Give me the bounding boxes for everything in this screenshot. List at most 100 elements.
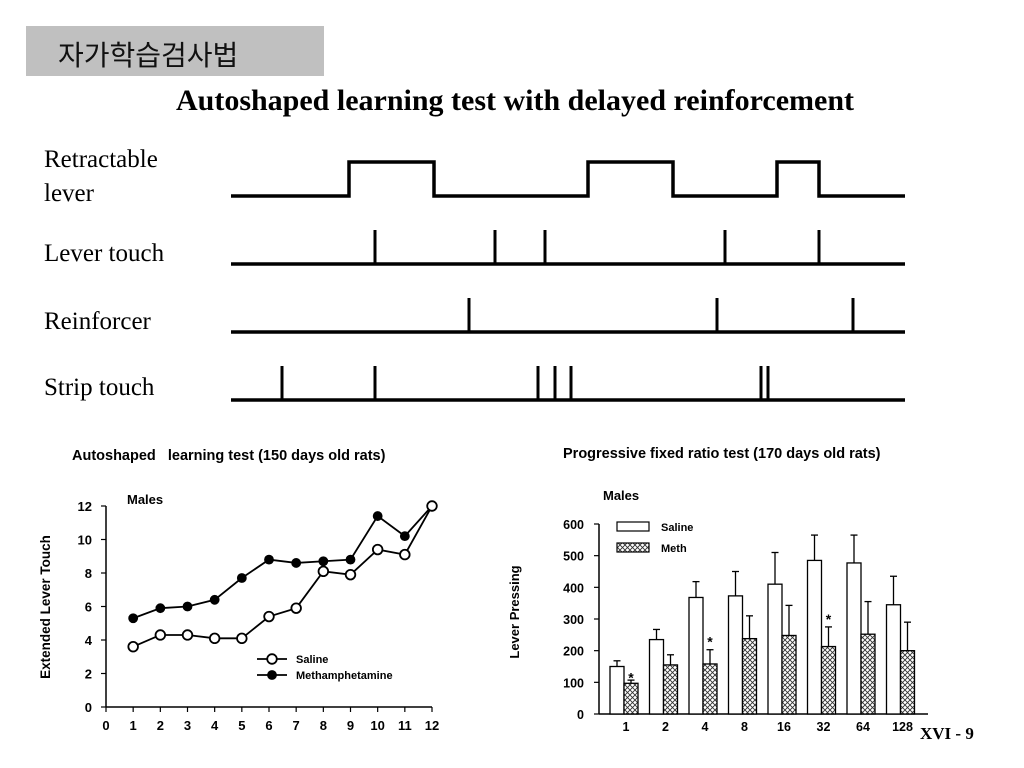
bar-chart-title: Progressive fixed ratio test (170 days o… xyxy=(563,446,881,462)
data-point-saline xyxy=(317,565,330,578)
x-tick-label: 6 xyxy=(265,718,272,733)
x-tick-label: 5 xyxy=(238,718,245,733)
x-tick-label: 3 xyxy=(184,718,191,733)
data-point-methamphetamine xyxy=(128,613,139,624)
data-point-methamphetamine xyxy=(209,594,220,605)
data-point-methamphetamine xyxy=(399,531,410,542)
x-tick-label: 12 xyxy=(425,718,439,733)
data-point-methamphetamine xyxy=(372,511,383,521)
bar-saline xyxy=(885,604,902,715)
chart-subtitle-males: Males xyxy=(603,488,639,503)
legend-marker xyxy=(266,653,278,665)
legend-marker xyxy=(267,670,277,680)
timeline-label-strip-touch: Strip touch xyxy=(44,374,155,401)
data-point-methamphetamine xyxy=(182,601,193,612)
page-number: XVI - 9 xyxy=(920,724,974,743)
bar-meth xyxy=(781,634,797,715)
y-tick-label: 300 xyxy=(563,613,584,627)
bar-meth xyxy=(662,664,679,715)
y-tick-label: 2 xyxy=(85,667,92,682)
bar-meth xyxy=(860,633,876,715)
x-tick-label: 4 xyxy=(702,720,709,734)
y-tick-label: 500 xyxy=(563,550,584,564)
x-tick-label: 10 xyxy=(370,718,384,733)
x-tick-label: 1 xyxy=(623,720,630,734)
x-tick-label: 9 xyxy=(347,718,354,733)
y-tick-label: 200 xyxy=(563,645,584,659)
timeline-label-reinforcer: Reinforcer xyxy=(44,308,151,335)
legend-swatch xyxy=(616,542,650,553)
line-chart-title: Autoshaped learning test (150 days old r… xyxy=(72,448,386,464)
data-point-saline xyxy=(127,641,139,653)
slide-title: Autoshaped learning test with delayed re… xyxy=(175,84,855,117)
y-tick-label: 12 xyxy=(78,499,92,514)
data-point-saline xyxy=(181,629,194,641)
data-point-methamphetamine xyxy=(318,556,329,567)
y-tick-label: 8 xyxy=(85,566,92,581)
data-point-methamphetamine xyxy=(291,558,302,568)
bar-saline xyxy=(806,559,823,715)
data-point-methamphetamine xyxy=(345,554,356,565)
event-timeline-diagram xyxy=(231,160,905,402)
x-tick-label: 32 xyxy=(817,720,831,734)
timeline-label-retractable-lever: Retractable lever xyxy=(44,146,158,207)
x-tick-label: 4 xyxy=(211,718,219,733)
timeline-retractable-lever-trace xyxy=(231,160,905,198)
data-point-saline xyxy=(208,632,221,645)
y-axis-label: Lever Pressing xyxy=(507,565,522,658)
data-point-saline xyxy=(154,629,167,641)
data-point-saline xyxy=(344,568,357,581)
bar-saline xyxy=(727,595,744,715)
chart-subtitle-males: Males xyxy=(127,492,163,507)
bar-meth xyxy=(623,682,639,715)
data-point-saline xyxy=(263,610,275,623)
korean-title: 자가학습검사법 xyxy=(58,39,239,72)
korean-title-box: 자가학습검사법 xyxy=(26,26,324,76)
x-tick-label: 1 xyxy=(130,718,137,733)
data-point-methamphetamine xyxy=(236,573,247,583)
bar-meth xyxy=(702,663,718,715)
y-tick-label: 400 xyxy=(563,581,584,595)
x-tick-label: 128 xyxy=(892,720,913,734)
x-tick-label: 8 xyxy=(741,720,748,734)
bar-meth xyxy=(899,650,916,715)
legend-label: Saline xyxy=(661,522,693,534)
data-point-saline xyxy=(426,500,438,512)
timeline-label-lever-touch: Lever touch xyxy=(44,240,165,267)
y-tick-label: 6 xyxy=(85,600,92,615)
data-point-saline xyxy=(236,632,248,645)
legend-label: Meth xyxy=(661,543,687,555)
x-tick-label: 2 xyxy=(662,720,669,734)
x-tick-label: 16 xyxy=(777,720,791,734)
significance-asterisk: * xyxy=(628,669,634,685)
significance-asterisk: * xyxy=(707,634,713,650)
y-tick-label: 0 xyxy=(85,700,92,715)
legend-swatch xyxy=(616,521,650,532)
legend-label: Saline xyxy=(296,654,328,666)
data-point-saline xyxy=(399,548,411,561)
x-tick-label: 8 xyxy=(320,718,327,733)
x-tick-label: 0 xyxy=(102,718,109,733)
bar-meth xyxy=(741,637,758,715)
x-tick-label: 64 xyxy=(856,720,870,734)
bar-meth xyxy=(820,645,837,715)
x-tick-label: 11 xyxy=(398,718,412,733)
bar-saline xyxy=(688,596,704,715)
bar-saline xyxy=(846,562,862,715)
legend-label: Methamphetamine xyxy=(296,670,393,682)
data-point-methamphetamine xyxy=(264,554,274,565)
y-tick-label: 100 xyxy=(563,676,584,690)
data-point-methamphetamine xyxy=(155,603,166,614)
bar-saline xyxy=(767,583,783,715)
data-point-saline xyxy=(290,602,302,614)
x-tick-label: 2 xyxy=(157,718,164,733)
data-point-saline xyxy=(371,543,384,556)
y-axis-label: Extended Lever Touch xyxy=(38,535,53,679)
bar-saline xyxy=(648,638,665,715)
y-tick-label: 600 xyxy=(563,518,584,532)
y-tick-label: 4 xyxy=(85,633,93,648)
x-tick-label: 7 xyxy=(293,718,300,733)
y-tick-label: 0 xyxy=(577,708,584,722)
